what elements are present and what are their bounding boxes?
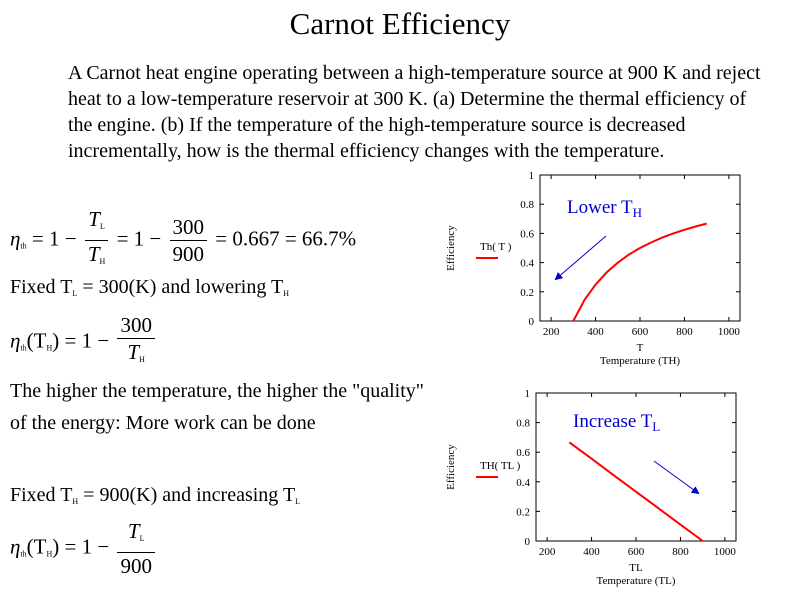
argument-subscript: H: [46, 549, 53, 559]
equals-one-minus: = 1 −: [64, 534, 110, 559]
trend-arrow: [554, 235, 607, 281]
denominator-900: 900: [120, 554, 152, 578]
denominator-900: 900: [172, 242, 205, 266]
fixed-th-statement: Fixed TH = 900(K) and increasing TL: [10, 484, 300, 507]
fixed-tl-statement: Fixed TL = 300(K) and lowering TH: [10, 276, 289, 299]
fixed-th-label: Fixed T: [10, 484, 73, 506]
x-axis-variable: TL: [629, 562, 643, 574]
chart-annotation-subscript: L: [652, 419, 660, 434]
y-tick-label: 0.2: [520, 287, 534, 299]
eta-subscript: th: [20, 343, 27, 353]
y-axis-label: Efficiency: [445, 225, 457, 271]
numeric-ratio-fraction: 300 900: [169, 214, 207, 267]
argument-open: (T: [26, 328, 47, 353]
x-axis-label: Temperature (TH): [600, 355, 680, 367]
argument-close: ): [52, 534, 60, 559]
x-axis-variable: T: [637, 342, 644, 354]
fixed-th-rest: = 900(K) and increasing T: [83, 484, 296, 506]
denominator-t: T: [87, 242, 100, 266]
y-tick-label: 0: [529, 316, 535, 328]
y-tick-label: 0: [525, 536, 531, 548]
y-tick-label: 0.6: [520, 228, 534, 240]
y-axis-label: Efficiency: [445, 444, 457, 490]
efficiency-equation: ηth = 1 − TL TH = 1 − 300 900 = 0.667 = …: [10, 206, 356, 275]
eta-subscript: th: [20, 241, 27, 251]
fixed-th-subscript: H: [72, 497, 79, 506]
quality-line-1: The higher the temperature, the higher t…: [10, 380, 424, 402]
chart-annotation-subscript: H: [633, 205, 642, 220]
x-tick-label: 400: [583, 546, 600, 558]
th-fraction: 300 TH: [117, 312, 155, 373]
numerator-300: 300: [117, 312, 155, 339]
chart-annotation: Increase TL: [573, 411, 660, 434]
denominator-subscript: H: [99, 257, 106, 266]
y-tick-label: 0.2: [516, 506, 530, 518]
numerator-subscript: L: [99, 222, 105, 231]
y-tick-label: 1: [529, 170, 535, 182]
eta-symbol: η: [10, 534, 21, 559]
trend-arrow: [653, 460, 700, 495]
x-tick-label: 800: [672, 546, 689, 558]
efficiency-vs-tl-equation: ηth(TH) = 1 − TL 900: [10, 518, 158, 579]
legend-label: Th( T ): [480, 241, 512, 253]
efficiency-series-line: [572, 222, 707, 322]
y-tick-label: 0.6: [516, 447, 530, 459]
problem-statement: A Carnot heat engine operating between a…: [68, 62, 761, 162]
eta-symbol: η: [10, 226, 21, 251]
x-tick-label: 600: [632, 326, 649, 338]
x-tick-label: 1000: [718, 326, 741, 338]
x-tick-label: 200: [543, 326, 560, 338]
equals-one-minus: = 1 −: [64, 328, 110, 353]
efficiency-series-line: [568, 441, 704, 542]
efficiency-vs-th-chart: 200 400 600 800 1000 0 0.2 0.4 0.6 0.8 1 TTemperatu…: [445, 170, 741, 367]
y-tick-label: 0.4: [516, 477, 530, 489]
argument-close: ): [52, 328, 60, 353]
fixed-th-rest-subscript: L: [295, 497, 301, 506]
numerator-t: T: [88, 207, 100, 231]
y-tick-label: 0.8: [520, 199, 534, 211]
efficiency-vs-th-equation: ηth(TH) = 1 − 300 TH: [10, 312, 158, 373]
x-tick-label: 200: [539, 546, 556, 558]
equals-one-minus: = 1 −: [31, 226, 77, 251]
denominator-subscript: H: [139, 355, 145, 364]
efficiency-vs-tl-chart: 200 400 600 800 1000 0 0.2 0.4 0.6 0.8 1 TLTemperat…: [445, 388, 737, 587]
tl-fraction: TL 900: [117, 518, 155, 579]
fixed-tl-rest-subscript: H: [283, 289, 289, 298]
x-tick-label: 800: [676, 326, 693, 338]
argument-open: (T: [26, 534, 47, 559]
y-tick-label: 0.4: [520, 258, 534, 270]
numerator-subscript: L: [139, 534, 145, 543]
fixed-tl-label: Fixed T: [10, 276, 73, 298]
legend-label: TH( TL ): [480, 460, 521, 472]
efficiency-result: = 0.667 = 66.7%: [215, 226, 357, 251]
fixed-tl-subscript: L: [72, 289, 78, 298]
eta-symbol: η: [10, 328, 21, 353]
denominator-t: T: [127, 340, 140, 364]
x-tick-label: 600: [628, 546, 645, 558]
quality-line-2: of the energy: More work can be done: [10, 412, 316, 434]
y-tick-label: 0.8: [516, 418, 530, 430]
chart-annotation: Lower TH: [567, 197, 642, 220]
numerator-t: T: [127, 519, 140, 543]
x-tick-label: 1000: [714, 546, 737, 558]
argument-subscript: H: [46, 343, 53, 353]
fixed-tl-rest: = 300(K) and lowering T: [82, 276, 284, 298]
temperature-ratio-fraction: TL TH: [84, 206, 109, 275]
y-tick-label: 1: [525, 388, 531, 400]
page-title: Carnot Efficiency: [289, 6, 511, 41]
x-tick-label: 400: [587, 326, 604, 338]
x-axis-label: Temperature (TL): [597, 575, 676, 587]
numerator-300: 300: [169, 214, 207, 241]
equals-one-minus-2: = 1 −: [116, 226, 162, 251]
eta-subscript: th: [20, 549, 27, 559]
